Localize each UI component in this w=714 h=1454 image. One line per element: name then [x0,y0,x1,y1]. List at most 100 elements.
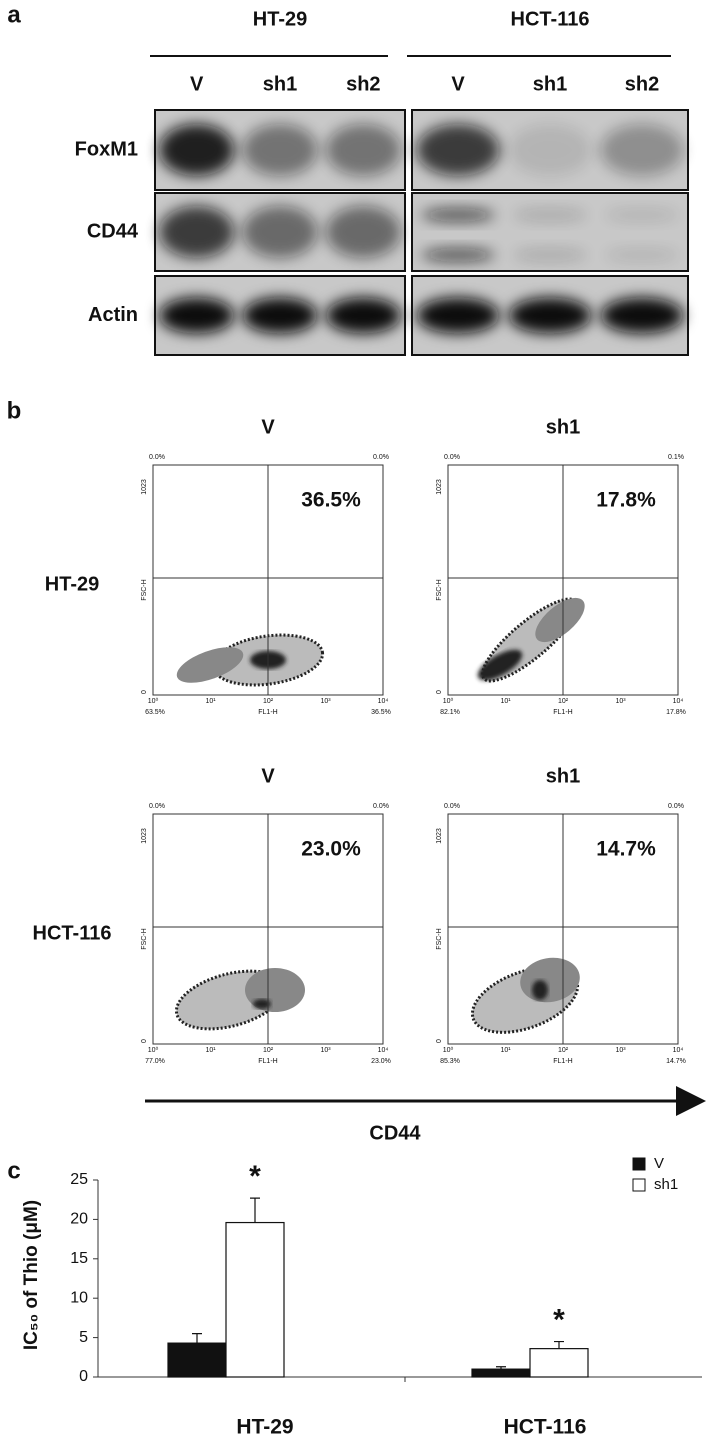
corner-label: 0.0% [373,803,389,810]
lane-label: sh1 [263,73,297,95]
blot-band [600,297,684,334]
density-cloud [253,999,271,1009]
blot-band [416,124,500,176]
y-tick-label: 0 [141,690,148,694]
bar [225,1221,285,1378]
blot-band [605,248,679,262]
x-tick-label: 10² [558,1047,569,1054]
blot-band [242,124,318,176]
x-tick-label: 10³ [615,1047,626,1054]
plot-title: V [261,416,275,438]
cell-line-label: HT-29 [253,8,307,30]
y-tick-label: 1023 [141,828,148,844]
y-tick-label: 15 [70,1250,88,1267]
cell-line-label: HCT-116 [511,8,590,30]
y-tick-label: 1023 [141,479,148,495]
corner-label: 36.5% [371,709,391,716]
x-tick-label: 10¹ [205,698,216,705]
blot-band [416,297,500,334]
y-tick-label: 1023 [436,828,443,844]
legend-label: V [654,1155,664,1172]
y-tick-label: 5 [79,1329,88,1346]
x-tick-label: 10⁴ [673,698,684,705]
y-axis-label: FSC-H [436,579,443,600]
blot-band [242,206,318,258]
x-tick-label: 10³ [615,698,626,705]
y-axis-label: IC₅₀ of Thio (μM) [21,1200,42,1350]
corner-label: 0.0% [149,454,165,461]
x-axis-label: FL1-H [553,1058,572,1065]
blot-band [242,297,318,334]
blot-frame [411,275,689,356]
blot-frame [411,109,689,191]
panel-label: b [7,397,22,424]
panel-label: c [7,1157,20,1184]
x-tick-label: 10⁰ [148,1046,159,1054]
x-axis-label: FL1-H [258,709,277,716]
x-tick-label: 10¹ [500,698,511,705]
quadrant-percent: 36.5% [301,489,361,512]
x-tick-label: 10³ [320,1047,331,1054]
lane-label: sh1 [533,73,567,95]
bar [529,1348,589,1378]
x-axis-label: FL1-H [258,1058,277,1065]
protein-label: Actin [88,304,138,326]
x-tick-label: HCT-116 [504,1416,587,1439]
blot-band [421,248,495,262]
blot-band [159,124,235,176]
row-label: HT-29 [45,573,99,595]
error-bar [496,1366,506,1370]
blot-band [159,206,235,258]
bar [471,1368,531,1378]
y-axis-label: FSC-H [436,928,443,949]
quadrant-percent: 23.0% [301,838,361,861]
corner-label: 17.8% [666,709,686,716]
x-tick-label: 10⁴ [378,698,389,705]
legend-swatch [632,1178,646,1192]
panel-label: a [7,1,21,28]
y-tick-label: 0 [436,1039,443,1043]
legend-label: sh1 [654,1176,678,1193]
lane-label: V [451,73,465,95]
blot-band [421,208,495,222]
corner-label: 14.7% [666,1058,686,1065]
x-tick-label: 10⁰ [443,1046,454,1054]
x-tick-label: 10⁴ [673,1047,684,1054]
corner-label: 0.0% [444,454,460,461]
x-tick-label: 10² [263,1047,274,1054]
x-tick-label: 10³ [320,698,331,705]
y-tick-label: 1023 [436,479,443,495]
x-tick-label: 10⁴ [378,1047,389,1054]
corner-label: 82.1% [440,709,460,716]
density-cloud [176,647,244,683]
protein-label: CD44 [87,220,139,242]
y-tick-label: 0 [436,690,443,694]
row-label: HCT-116 [33,922,112,944]
error-bar [250,1197,260,1223]
significance-mark: * [249,1160,261,1193]
x-tick-label: 10² [263,698,274,705]
blot-band [600,124,684,176]
marker-label: CD44 [369,1122,421,1144]
corner-label: 0.0% [668,803,684,810]
corner-label: 0.0% [149,803,165,810]
blot-frame [154,275,406,356]
lane-label: sh2 [625,73,659,95]
blot-band [508,297,592,334]
density-cloud [477,649,523,681]
y-tick-label: 25 [70,1171,88,1188]
corner-label: 63.5% [145,709,165,716]
x-tick-label: 10¹ [500,1047,511,1054]
blot-band [513,248,587,262]
blot-band [325,297,401,334]
corner-label: 0.1% [668,454,684,461]
y-tick-label: 0 [79,1368,88,1385]
error-bar [192,1333,202,1344]
x-tick-label: 10¹ [205,1047,216,1054]
plot-title: V [261,765,275,787]
quadrant-percent: 14.7% [596,838,656,861]
blot-frame [411,192,689,272]
lane-label: V [190,73,204,95]
